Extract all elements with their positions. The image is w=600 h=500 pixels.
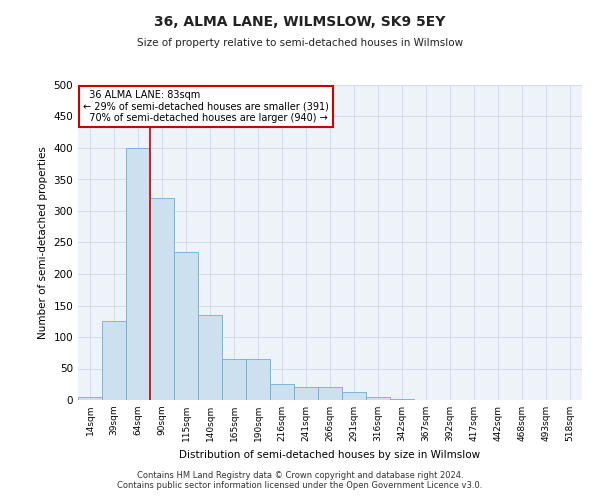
Text: Size of property relative to semi-detached houses in Wilmslow: Size of property relative to semi-detach…	[137, 38, 463, 48]
Bar	[294, 388, 318, 400]
Bar	[78, 397, 102, 400]
Bar	[342, 392, 366, 400]
Bar	[150, 198, 174, 400]
Bar	[246, 359, 270, 400]
Bar	[270, 384, 294, 400]
X-axis label: Distribution of semi-detached houses by size in Wilmslow: Distribution of semi-detached houses by …	[179, 450, 481, 460]
Bar	[102, 322, 126, 400]
Text: Contains HM Land Registry data © Crown copyright and database right 2024.
Contai: Contains HM Land Registry data © Crown c…	[118, 470, 482, 490]
Bar	[222, 359, 246, 400]
Bar	[318, 388, 342, 400]
Bar	[198, 315, 222, 400]
Text: 36 ALMA LANE: 83sqm
← 29% of semi-detached houses are smaller (391)
  70% of sem: 36 ALMA LANE: 83sqm ← 29% of semi-detach…	[83, 90, 329, 123]
Bar	[366, 397, 390, 400]
Y-axis label: Number of semi-detached properties: Number of semi-detached properties	[38, 146, 48, 339]
Text: 36, ALMA LANE, WILMSLOW, SK9 5EY: 36, ALMA LANE, WILMSLOW, SK9 5EY	[154, 15, 446, 29]
Bar	[126, 148, 150, 400]
Bar	[174, 252, 198, 400]
